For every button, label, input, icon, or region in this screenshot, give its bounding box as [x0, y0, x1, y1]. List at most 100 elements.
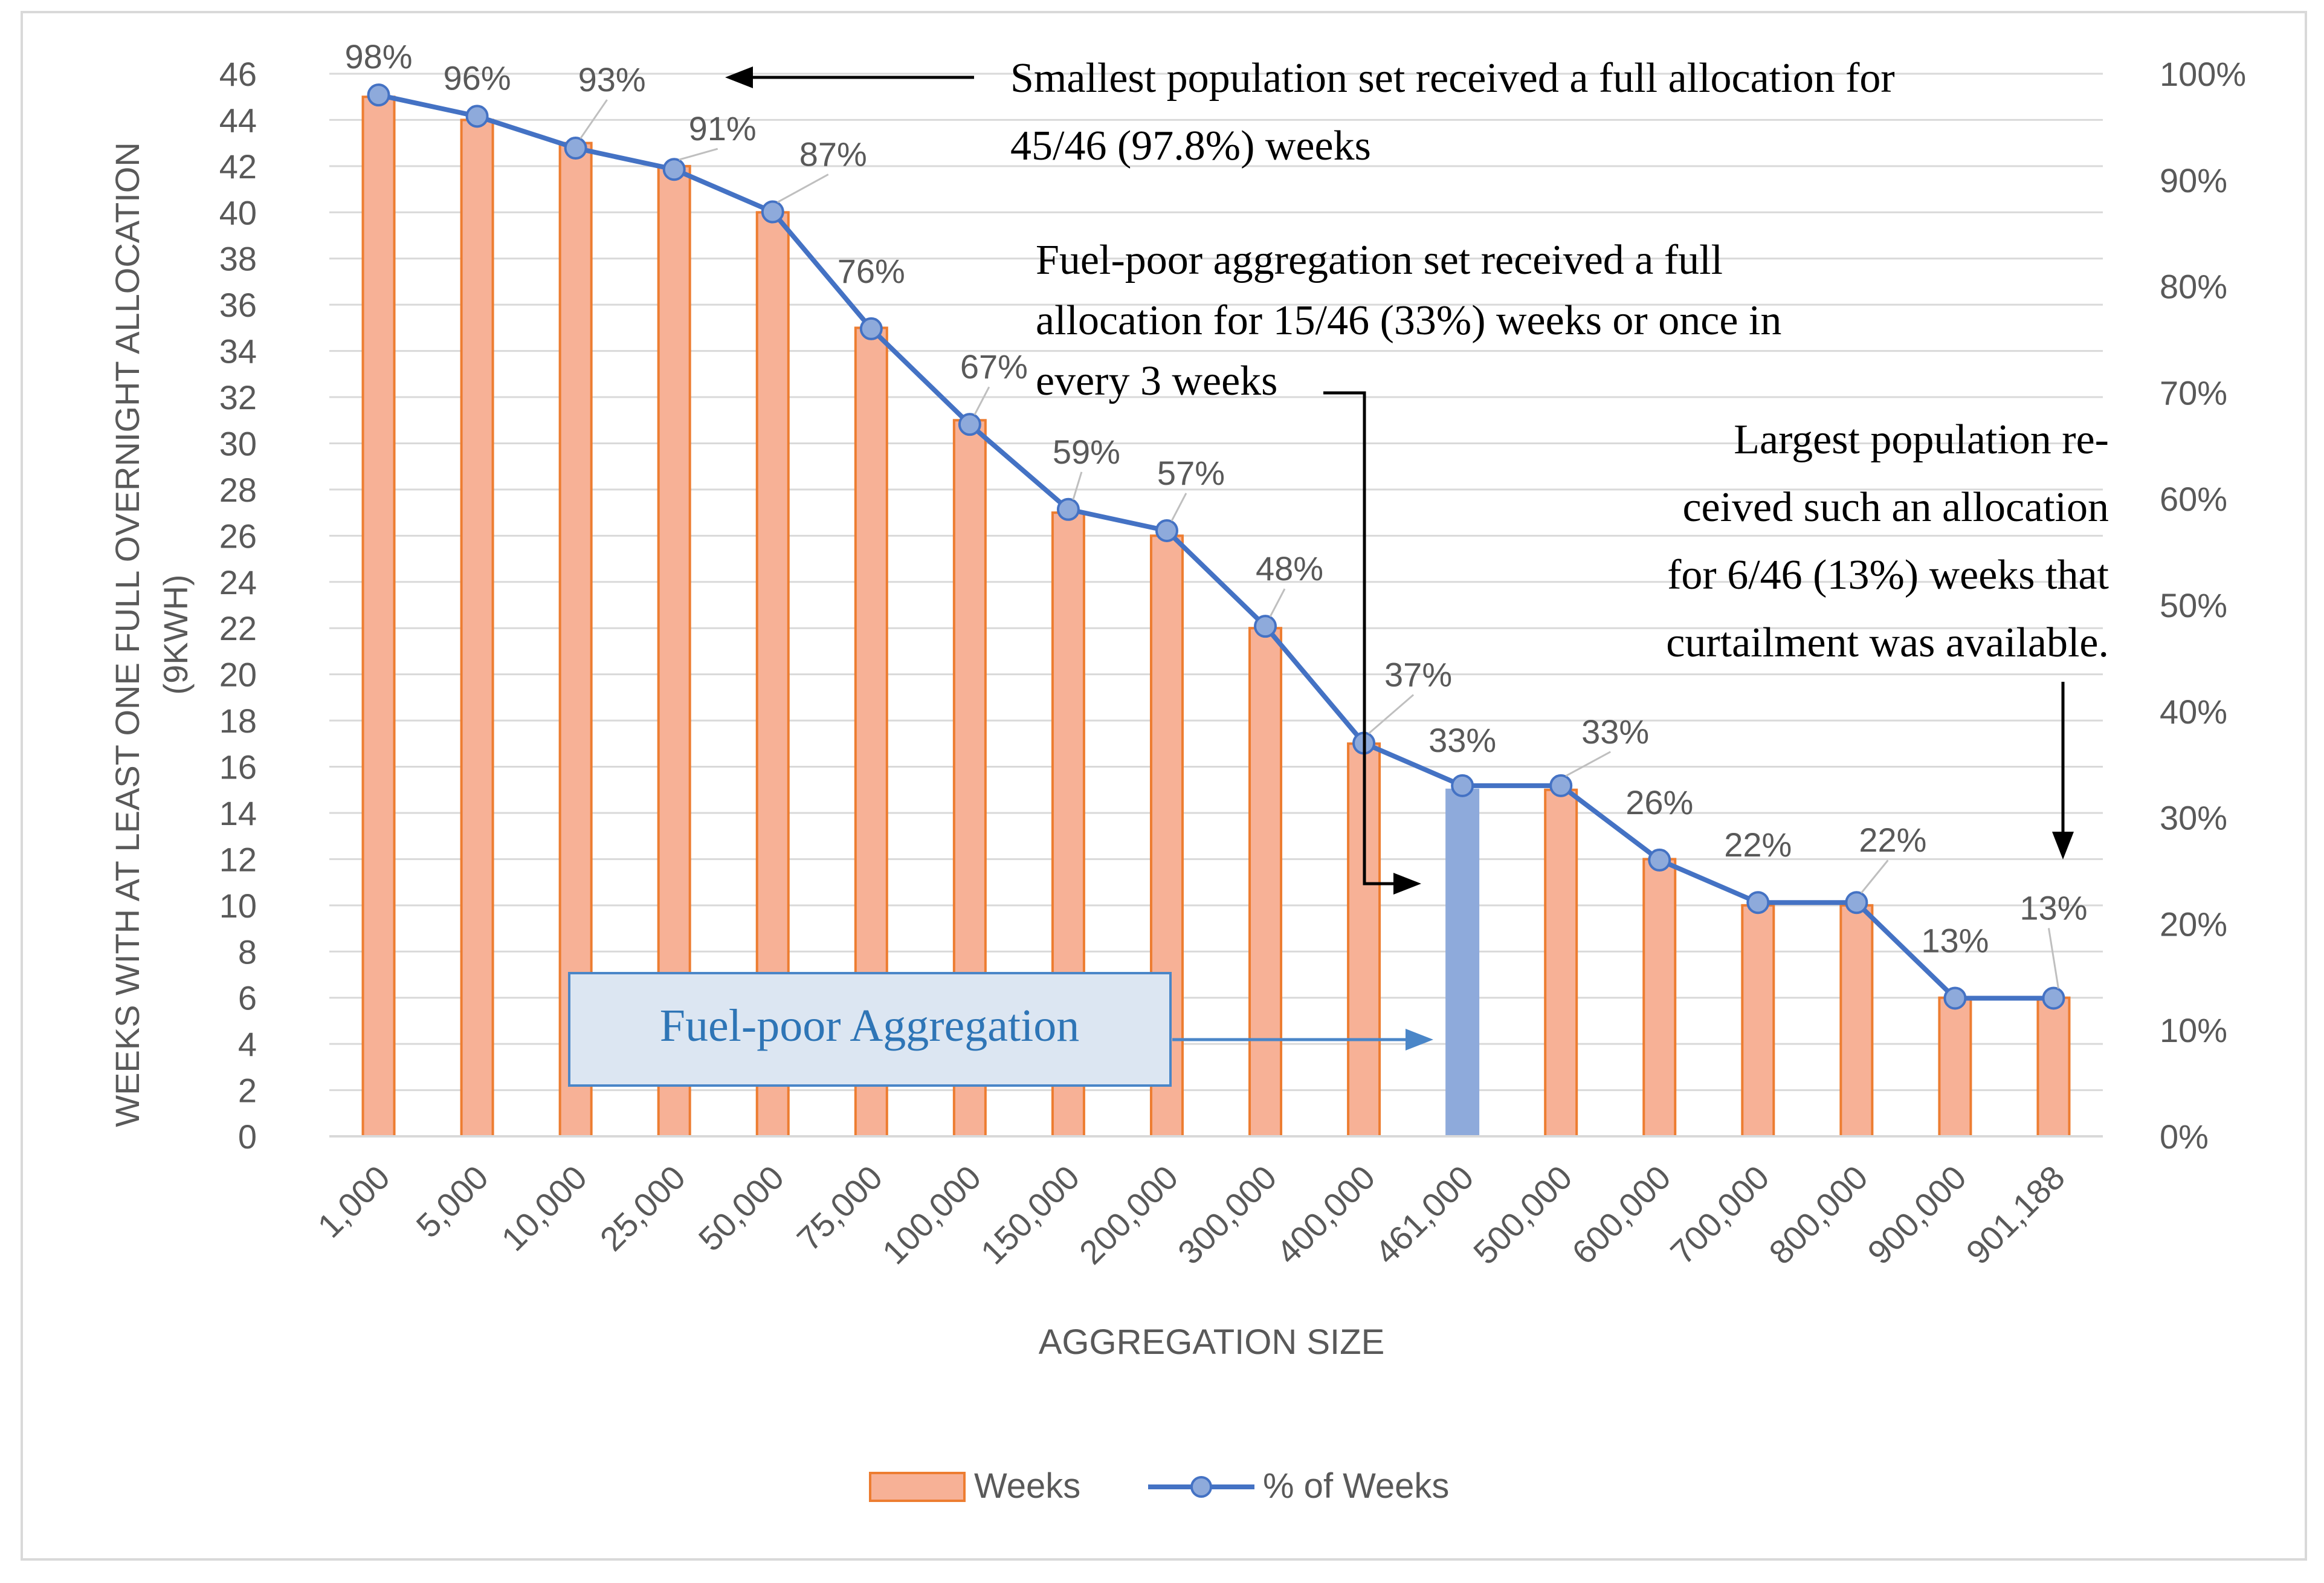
y-tick-label-6: 6	[238, 979, 257, 1017]
data-label-50,000: 87%	[799, 135, 867, 173]
data-label-461,000: 33%	[1428, 721, 1496, 759]
leader-line-50,000	[777, 173, 829, 203]
y-tick-label-32: 32	[219, 378, 257, 416]
legend-swatch-percent-marker	[1190, 1476, 1212, 1498]
annotation-fuel-poor-line3: every 3 weeks	[1036, 358, 1277, 404]
y2-tick-label-90: 90%	[2160, 161, 2227, 199]
y-tick-label-46: 46	[219, 55, 257, 93]
marker-50,000	[761, 200, 784, 224]
data-label-700,000: 22%	[1724, 826, 1792, 864]
y-tick-label-28: 28	[219, 471, 257, 509]
data-label-300,000: 48%	[1256, 549, 1323, 588]
data-label-400,000: 37%	[1384, 656, 1452, 694]
y-axis-title-line2: (9KWH)	[157, 574, 195, 694]
y-tick-label-4: 4	[238, 1025, 257, 1063]
y-tick-label-30: 30	[219, 424, 257, 462]
bar-600,000	[1642, 858, 1677, 1138]
y2-tick-label-20: 20%	[2160, 905, 2227, 943]
bar-500,000	[1544, 788, 1578, 1138]
annotation-largest-line1: Largest population re-	[1734, 416, 2109, 463]
annotation-smallest-line1: Smallest population set received a full …	[1010, 55, 1895, 102]
bar-700,000	[1741, 904, 1775, 1138]
data-label-600,000: 26%	[1625, 783, 1693, 821]
y-tick-label-12: 12	[219, 840, 257, 878]
bar-901,188	[2036, 996, 2071, 1138]
bar-900,000	[1938, 996, 1972, 1138]
marker-900,000	[1943, 986, 1967, 1010]
y-tick-label-38: 38	[219, 240, 257, 278]
series-line-percent	[378, 92, 2054, 1001]
y-tick-label-26: 26	[219, 517, 257, 555]
marker-461,000	[1451, 774, 1474, 797]
fuel-poor-callout: Fuel-poor Aggregation	[568, 972, 1433, 1087]
y-tick-label-20: 20	[219, 656, 257, 694]
annotation-largest-arrowhead	[2052, 832, 2074, 859]
data-label-901,188: 13%	[2019, 889, 2087, 927]
y2-tick-label-40: 40%	[2160, 693, 2227, 731]
data-label-150,000: 59%	[1053, 433, 1120, 471]
data-label-10,000: 93%	[578, 60, 646, 99]
data-label-900,000: 13%	[1921, 921, 1989, 959]
y-tick-label-44: 44	[219, 101, 257, 139]
leader-line-800,000	[1861, 859, 1889, 894]
data-label-5,000: 96%	[444, 59, 511, 97]
legend-label-weeks: Weeks	[974, 1466, 1080, 1506]
y2-tick-label-60: 60%	[2160, 480, 2227, 518]
bar-300,000	[1248, 627, 1283, 1138]
data-label-25,000: 91%	[689, 109, 757, 147]
annotation-fuel-poor-line1: Fuel-poor aggregation set received a ful…	[1036, 237, 1723, 283]
annotation-largest-line4: curtailment was available.	[1666, 620, 2109, 666]
leader-line-25,000	[679, 147, 718, 161]
y2-tick-label-80: 80%	[2160, 268, 2227, 306]
fuel-poor-callout-box	[568, 972, 1172, 1087]
annotation-smallest-line2: 45/46 (97.8%) weeks	[1010, 123, 1371, 169]
y2-tick-label-50: 50%	[2160, 586, 2227, 624]
data-label-200,000: 57%	[1157, 454, 1225, 492]
legend-label-percent: % of Weeks	[1263, 1466, 1449, 1506]
marker-10,000	[564, 137, 587, 160]
leader-line-200,000	[1170, 493, 1187, 522]
leader-line-500,000	[1565, 751, 1611, 777]
y-tick-label-18: 18	[219, 702, 257, 740]
annotation-fuel-poor: Fuel-poor aggregation set received a ful…	[1036, 237, 1781, 895]
y2-tick-label-30: 30%	[2160, 799, 2227, 837]
annotation-fuel-poor-arrowhead	[1393, 873, 1421, 895]
data-label-1,000: 98%	[344, 37, 412, 76]
y-tick-label-10: 10	[219, 887, 257, 925]
annotation-largest-line3: for 6/46 (13%) weeks that	[1667, 552, 2109, 598]
marker-5,000	[465, 105, 489, 128]
bar-800,000	[1839, 904, 1874, 1138]
marker-700,000	[1746, 891, 1770, 915]
marker-200,000	[1155, 519, 1178, 542]
marker-100,000	[958, 413, 981, 436]
marker-75,000	[859, 317, 883, 340]
bar-1,000	[361, 95, 396, 1138]
annotation-smallest-arrowhead	[725, 66, 753, 88]
bar-461,000	[1445, 788, 1480, 1138]
bar-5,000	[460, 118, 494, 1138]
leader-line-150,000	[1072, 471, 1083, 500]
y2-tick-label-10: 10%	[2160, 1011, 2227, 1049]
y-tick-label-36: 36	[219, 286, 257, 324]
marker-300,000	[1254, 615, 1277, 638]
marker-25,000	[662, 158, 686, 181]
data-label-800,000: 22%	[1859, 821, 1926, 859]
y-tick-label-40: 40	[219, 193, 257, 231]
marker-800,000	[1845, 891, 1868, 915]
annotation-largest: Largest population re- ceived such an al…	[1666, 416, 2109, 859]
leader-line-901,188	[2047, 928, 2059, 989]
y-tick-label-2: 2	[238, 1072, 257, 1110]
bars	[361, 95, 2071, 1138]
y-tick-label-0: 0	[238, 1118, 257, 1156]
y2-tick-label-0: 0%	[2160, 1118, 2209, 1156]
y-tick-label-22: 22	[219, 609, 257, 647]
fuel-poor-callout-label: Fuel-poor Aggregation	[660, 1000, 1079, 1051]
data-label-500,000: 33%	[1581, 713, 1649, 751]
marker-600,000	[1648, 848, 1671, 872]
y-tick-label-14: 14	[219, 794, 257, 832]
marker-901,188	[2042, 986, 2065, 1010]
marker-1,000	[367, 83, 390, 107]
data-label-75,000: 76%	[838, 252, 905, 290]
